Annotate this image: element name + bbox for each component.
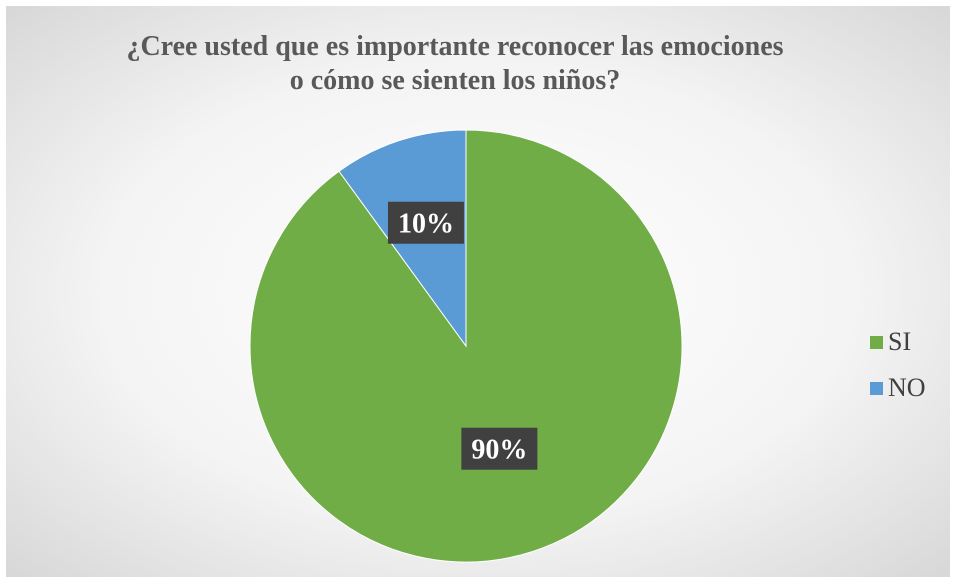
- data-label-si: 90%: [461, 427, 538, 470]
- data-label-text-no: 10%: [398, 209, 454, 240]
- legend-label-no: NO: [888, 373, 926, 402]
- pie-data-labels: 90% 10%: [387, 201, 538, 470]
- legend-swatch-si: [870, 335, 883, 349]
- legend-label-si: SI: [888, 327, 912, 356]
- pie-slices: [249, 129, 683, 563]
- legend-swatch-no: [870, 381, 883, 395]
- data-label-no: 10%: [387, 201, 464, 244]
- data-label-text-si: 90%: [471, 435, 527, 466]
- legend-item-no: NO: [870, 373, 926, 402]
- chart-legend: SI NO: [870, 327, 926, 421]
- data-label-box-si: [461, 427, 538, 470]
- chart-title-line-1: ¿Cree usted que es importante reconocer …: [126, 31, 784, 62]
- chart-title: ¿Cree usted que es importante reconocer …: [60, 30, 850, 98]
- data-label-box-no: [387, 201, 464, 244]
- legend-item-si: SI: [870, 327, 926, 356]
- chart-title-line-2: o cómo se sienten los niños?: [289, 65, 621, 96]
